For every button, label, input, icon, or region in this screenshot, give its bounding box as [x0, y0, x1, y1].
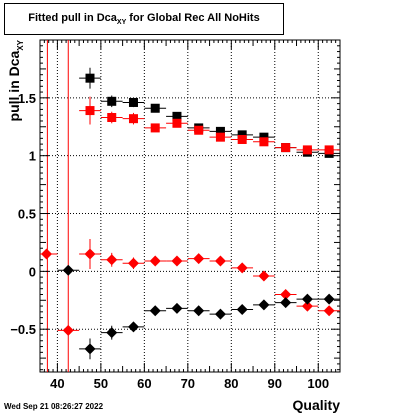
data-point-diamond [171, 302, 183, 314]
y-tick-label: 0 [29, 264, 36, 279]
data-point-square [150, 123, 160, 133]
series-3 [57, 264, 340, 360]
chart-title: Fitted pull in DcaXY for Global Rec All … [28, 12, 260, 26]
axis-ticks: 40 50 60 70 80 90 100 −0.5 0 0.5 1 1.5 [10, 40, 340, 391]
y-tick-label: 1 [29, 149, 36, 164]
data-point-diamond [171, 255, 183, 267]
data-point-diamond [127, 321, 139, 333]
data-point-square [324, 145, 334, 155]
x-tick-label: 70 [181, 376, 195, 391]
data-point-diamond [301, 300, 313, 312]
x-tick-label: 60 [137, 376, 151, 391]
data-point-square [215, 132, 225, 142]
data-point-square [302, 145, 312, 155]
data-point-diamond [193, 305, 205, 317]
data-point-square [85, 106, 95, 116]
data-point-diamond [301, 293, 313, 305]
x-axis-label: Quality [293, 397, 341, 413]
x-tick-label: 80 [224, 376, 238, 391]
data-point-square [215, 126, 225, 136]
data-point-diamond [193, 253, 205, 265]
series-0 [79, 67, 340, 158]
chart-title-box: Fitted pull in DcaXY for Global Rec All … [4, 3, 284, 35]
data-point-square [259, 137, 269, 147]
y-tick-label: −0.5 [10, 322, 36, 337]
data-point-diamond [280, 297, 292, 309]
data-point-square [172, 111, 182, 121]
data-point-diamond [236, 262, 248, 274]
x-tick-label: 100 [307, 376, 329, 391]
y-axis-label: pull in DcaXY [6, 39, 25, 121]
data-point-diamond [214, 255, 226, 267]
data-point-square [194, 125, 204, 135]
data-point-square [259, 132, 269, 142]
series-1 [79, 96, 340, 155]
timestamp: Wed Sep 21 08:26:27 2022 [4, 402, 104, 411]
data-point-diamond [236, 304, 248, 316]
data-point-diamond [258, 270, 270, 282]
data-point-diamond [106, 254, 118, 266]
y-tick-label: 1.5 [18, 91, 36, 106]
series-2 [40, 238, 340, 336]
data-point-diamond [84, 343, 96, 355]
data-point-diamond [127, 257, 139, 269]
data-point-square [107, 96, 117, 106]
data-point-diamond [41, 248, 53, 260]
data-point-diamond [323, 305, 335, 317]
x-tick-label: 50 [94, 376, 108, 391]
data-point-square [128, 97, 138, 107]
data-point-diamond [149, 305, 161, 317]
data-point-square [237, 130, 247, 140]
data-point-square [128, 114, 138, 124]
data-point-square [85, 73, 95, 83]
data-point-square [150, 103, 160, 113]
data-point-square [237, 134, 247, 144]
data-point-diamond [258, 299, 270, 311]
data-point-diamond [62, 264, 74, 276]
data-point-diamond [106, 327, 118, 339]
data-point-diamond [84, 248, 96, 260]
x-tick-label: 90 [268, 376, 282, 391]
data-point-diamond [62, 324, 74, 336]
data-point-square [107, 113, 117, 123]
data-point-square [281, 143, 291, 153]
data-series [40, 67, 340, 360]
data-point-diamond [280, 288, 292, 300]
data-point-diamond [214, 308, 226, 320]
plot-frame [39, 39, 341, 373]
y-axis-label-group: pull in DcaXY [6, 39, 25, 121]
grid-lines [40, 40, 340, 372]
data-point-diamond [149, 255, 161, 267]
y-tick-label: 0.5 [18, 207, 36, 222]
data-point-square [172, 118, 182, 128]
x-tick-label: 40 [50, 376, 64, 391]
data-point-diamond [323, 293, 335, 305]
reference-lines [46, 40, 69, 372]
